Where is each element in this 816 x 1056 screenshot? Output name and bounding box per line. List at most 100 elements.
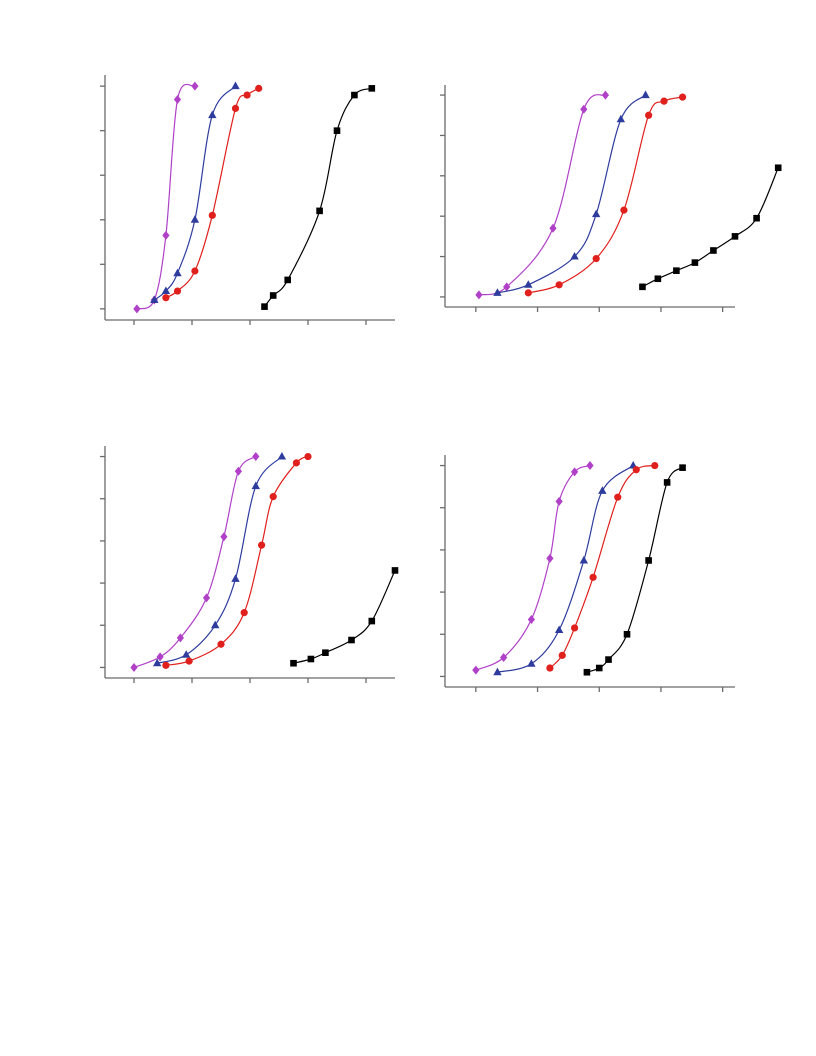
data-point-bottom-left-purple-6	[252, 452, 260, 462]
data-point-top-left-black-5	[351, 91, 358, 99]
data-point-bottom-right-red-1	[558, 651, 566, 659]
data-point-bottom-left-red-6	[292, 459, 300, 467]
data-point-top-right-red-2	[592, 254, 600, 263]
data-point-bottom-right-red-6	[651, 461, 659, 470]
data-point-bottom-right-black-5	[663, 479, 671, 486]
data-point-top-right-black-1	[654, 275, 662, 283]
data-point-top-right-blue-4	[616, 114, 626, 123]
data-point-bottom-left-blue-2	[211, 620, 220, 629]
data-point-bottom-right-purple-2	[527, 615, 535, 625]
data-point-bottom-right-black-1	[595, 664, 603, 672]
chart-svg-top-left	[100, 75, 395, 325]
data-point-top-left-red-1	[173, 287, 182, 295]
data-point-bottom-left-blue-0	[153, 658, 162, 667]
data-point-bottom-left-blue-1	[182, 650, 191, 658]
data-point-bottom-left-red-7	[304, 452, 312, 461]
chart-panel-top-left	[90, 65, 395, 330]
data-point-bottom-left-blue-5	[277, 451, 287, 460]
data-point-bottom-right-blue-2	[554, 625, 564, 634]
series-line-top-right-red	[528, 96, 683, 294]
data-point-bottom-left-red-5	[269, 493, 277, 501]
data-point-bottom-right-blue-4	[598, 486, 607, 494]
chart-svg-bottom-left	[100, 446, 399, 683]
data-point-top-right-blue-1	[524, 280, 533, 288]
data-point-bottom-right-black-0	[583, 668, 591, 676]
data-point-bottom-left-black-1	[307, 655, 315, 663]
data-point-top-left-black-6	[368, 85, 376, 92]
data-point-top-right-black-4	[710, 247, 717, 254]
data-point-top-right-blue-3	[591, 209, 601, 218]
data-point-bottom-right-red-3	[589, 573, 597, 581]
data-point-bottom-right-black-3	[623, 630, 631, 638]
data-point-bottom-right-purple-5	[570, 467, 579, 477]
data-point-top-left-blue-5	[231, 81, 240, 90]
data-point-bottom-left-black-2	[322, 649, 329, 656]
data-point-top-left-red-5	[243, 91, 251, 99]
series-line-top-left-purple	[136, 83, 196, 310]
data-point-top-left-purple-3	[173, 95, 182, 104]
data-point-top-right-purple-4	[601, 90, 610, 100]
data-point-top-left-red-0	[162, 294, 170, 302]
data-point-top-left-blue-4	[208, 110, 217, 119]
data-point-bottom-right-purple-0	[472, 665, 480, 675]
data-point-top-right-red-0	[524, 289, 532, 297]
data-point-top-right-purple-3	[580, 104, 588, 114]
data-point-top-left-red-6	[255, 84, 263, 92]
data-point-top-left-red-4	[231, 104, 240, 113]
series-line-bottom-right-red	[549, 464, 655, 669]
data-point-top-right-red-3	[620, 206, 628, 214]
series-line-bottom-left-red	[165, 455, 309, 666]
data-point-bottom-right-red-5	[632, 466, 640, 474]
data-point-top-right-black-0	[639, 283, 646, 291]
data-point-bottom-right-purple-4	[555, 496, 563, 506]
data-point-bottom-right-purple-1	[500, 652, 508, 662]
data-point-top-right-black-3	[691, 259, 699, 266]
series-line-bottom-left-blue	[157, 456, 283, 664]
data-point-top-left-black-1	[269, 292, 277, 299]
data-point-top-left-purple-0	[133, 304, 141, 314]
data-point-top-left-black-3	[316, 207, 323, 215]
series-line-bottom-left-purple	[133, 455, 257, 669]
chart-panel-bottom-right	[430, 445, 735, 700]
data-point-bottom-left-red-3	[240, 609, 248, 617]
data-point-bottom-right-black-2	[605, 656, 612, 663]
data-point-top-left-blue-1	[161, 286, 171, 295]
data-point-bottom-right-black-4	[645, 557, 652, 564]
data-point-top-left-blue-2	[173, 268, 182, 277]
data-point-bottom-right-blue-3	[579, 555, 589, 564]
data-point-bottom-right-blue-1	[527, 659, 536, 667]
data-point-top-left-blue-0	[150, 295, 159, 303]
series-line-bottom-left-black	[293, 570, 396, 664]
data-point-bottom-left-blue-4	[251, 481, 260, 490]
data-point-top-right-black-2	[673, 267, 680, 274]
series-line-top-left-black	[264, 87, 373, 307]
data-point-top-right-black-6	[753, 214, 760, 222]
data-point-top-right-blue-5	[641, 90, 650, 99]
data-point-top-right-blue-2	[570, 251, 579, 260]
data-point-bottom-left-purple-3	[202, 593, 211, 603]
data-point-bottom-left-red-2	[217, 640, 225, 648]
data-point-top-right-blue-0	[493, 288, 502, 296]
series-line-top-right-blue	[497, 94, 646, 294]
data-point-bottom-left-red-0	[162, 661, 170, 669]
chart-panel-bottom-left	[90, 435, 399, 690]
data-point-top-right-purple-1	[503, 282, 511, 292]
data-point-bottom-left-purple-1	[156, 652, 164, 662]
data-point-top-right-black-5	[731, 233, 739, 240]
data-point-bottom-left-black-0	[290, 659, 297, 667]
chart-panel-top-right	[430, 75, 782, 320]
data-point-top-left-black-4	[333, 127, 341, 134]
data-point-top-left-black-0	[261, 303, 268, 310]
data-point-top-right-red-1	[555, 281, 563, 289]
data-point-bottom-left-black-5	[391, 567, 399, 574]
data-point-top-right-red-5	[660, 97, 668, 105]
data-point-bottom-left-red-1	[185, 657, 193, 665]
data-point-top-right-purple-0	[475, 290, 483, 300]
data-point-top-right-red-6	[678, 93, 687, 101]
data-point-top-right-purple-2	[549, 223, 557, 233]
data-point-bottom-left-red-4	[258, 541, 266, 549]
series-line-top-right-black	[642, 167, 779, 288]
data-point-bottom-right-blue-0	[493, 667, 502, 676]
data-point-bottom-left-purple-0	[130, 662, 138, 672]
data-point-bottom-right-purple-3	[546, 553, 554, 563]
